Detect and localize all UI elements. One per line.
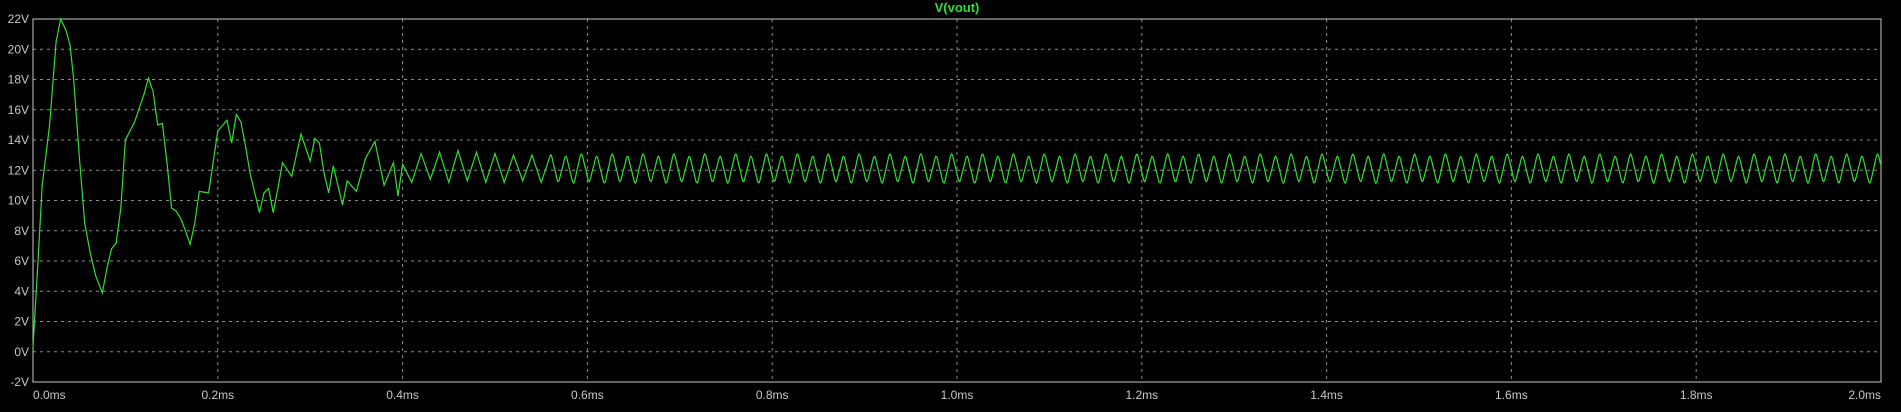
- x-tick-label: 1.4ms: [1310, 388, 1343, 402]
- y-tick-label: 22V: [8, 12, 29, 26]
- x-tick-label: 0.2ms: [201, 388, 234, 402]
- y-tick-label: 2V: [14, 315, 29, 329]
- y-tick-label: 18V: [8, 73, 29, 87]
- y-tick-label: 16V: [8, 103, 29, 117]
- y-tick-label: -2V: [10, 375, 29, 389]
- chart-title[interactable]: V(vout): [935, 0, 980, 15]
- y-tick-label: 4V: [14, 284, 29, 298]
- plot-frame: [32, 18, 1882, 383]
- y-tick-label: 8V: [14, 224, 29, 238]
- x-tick-label: 1.6ms: [1495, 388, 1528, 402]
- y-tick-label: 0V: [14, 345, 29, 359]
- y-tick-label: 20V: [8, 42, 29, 56]
- x-tick-label: 2.0ms: [1848, 388, 1881, 402]
- x-tick-label: 1.8ms: [1680, 388, 1713, 402]
- x-tick-label: 0.8ms: [756, 388, 789, 402]
- y-tick-label: 10V: [8, 194, 29, 208]
- y-tick-label: 6V: [14, 254, 29, 268]
- x-tick-label: 0.6ms: [571, 388, 604, 402]
- x-tick-label: 1.0ms: [941, 388, 974, 402]
- vout-trace[interactable]: [32, 17, 1882, 348]
- x-tick-label: 1.2ms: [1125, 388, 1158, 402]
- x-tick-label: 0.0ms: [33, 388, 66, 402]
- y-axis-ticks: -2V 0V 2V 4V 6V 8V 10V 12V 14V 16V 18V 20V 22V: [8, 12, 29, 389]
- y-tick-label: 14V: [8, 133, 29, 147]
- y-tick-label: 12V: [8, 163, 29, 177]
- x-axis-ticks: 0.0ms 0.2ms 0.4ms 0.6ms 0.8ms 1.0ms 1.2ms 1.4ms…: [33, 388, 1881, 402]
- x-tick-label: 0.4ms: [386, 388, 419, 402]
